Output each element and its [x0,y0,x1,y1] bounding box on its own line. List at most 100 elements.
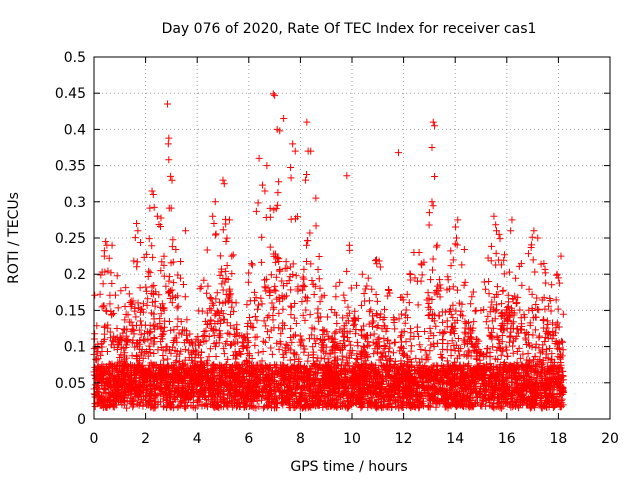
data-point [430,332,438,340]
data-point [306,311,314,319]
data-point [464,347,472,355]
data-point [200,276,208,284]
data-point [212,230,220,238]
data-point [157,267,165,275]
data-point [273,339,281,347]
data-point [418,271,426,279]
data-point [108,279,116,287]
data-point [503,352,511,360]
data-point [414,332,422,340]
data-point [252,294,260,302]
data-point [292,331,300,339]
data-point [253,333,261,341]
data-point [302,306,310,314]
data-point [203,246,211,254]
data-point [548,281,556,289]
data-point [303,170,311,178]
data-point [487,332,495,340]
data-point [262,275,270,283]
data-point [144,352,152,360]
data-point [373,323,381,331]
data-point [362,357,370,365]
data-point [287,164,295,172]
data-point [251,313,259,321]
data-point [554,305,562,313]
data-point [488,298,496,306]
data-point [509,349,517,357]
data-point [447,310,455,318]
data-point [282,349,290,357]
data-point [406,270,414,278]
data-point [391,325,399,333]
data-point [258,181,266,189]
data-point [308,276,316,284]
data-point [453,241,461,249]
data-point [222,215,230,223]
data-point [117,287,125,295]
data-point [521,329,529,337]
data-point [494,283,502,291]
data-point [149,253,157,261]
data-point [465,348,473,356]
data-point [226,322,234,330]
data-point [449,301,457,309]
data-point [223,261,231,269]
data-point [398,338,406,346]
data-point [164,355,172,363]
data-point [137,331,145,339]
data-point [542,279,550,287]
data-point [376,313,384,321]
data-point [407,347,415,355]
data-point [226,330,234,338]
data-point [258,300,266,308]
data-point [122,332,130,340]
data-point [504,303,512,311]
data-point [291,300,299,308]
data-point [136,326,144,334]
data-point [452,223,460,231]
data-point [290,332,298,340]
data-point [219,286,227,294]
data-point [205,332,213,340]
data-point [257,294,265,302]
data-point [425,221,433,229]
data-point [438,353,446,361]
data-point [340,333,348,341]
data-point [370,330,378,338]
data-point [287,286,295,294]
data-point [138,321,146,329]
data-point [397,333,405,341]
data-point [390,349,398,357]
data-point [340,291,348,299]
data-point [243,301,251,309]
data-point [372,310,380,318]
data-point [144,295,152,303]
data-point [150,281,158,289]
data-point [559,310,567,318]
data-point [253,316,261,324]
data-point [91,291,99,299]
data-point [220,350,228,358]
data-point [150,350,158,358]
data-point [289,260,297,268]
data-point [288,338,296,346]
data-point [358,301,366,309]
data-point [301,293,309,301]
data-point [461,324,469,332]
data-point [543,324,551,332]
data-point [287,325,295,333]
data-point [406,270,414,278]
data-point [166,288,174,296]
data-point [385,348,393,356]
data-point [516,306,524,314]
data-point [544,320,552,328]
data-point [292,272,300,280]
data-point [275,309,283,317]
data-point [160,356,168,364]
data-point [529,256,537,264]
data-point [260,317,268,325]
data-point [170,279,178,287]
x-axis-label: GPS time / hours [290,459,407,475]
data-point [230,308,238,316]
data-point [196,285,204,293]
